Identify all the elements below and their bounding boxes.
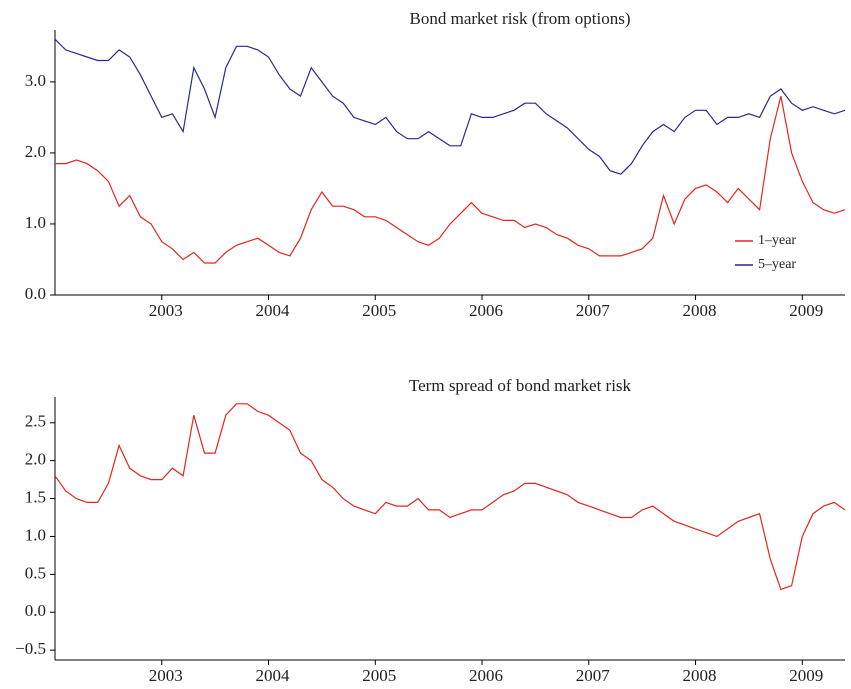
x-tick-label: 2009 xyxy=(789,301,823,320)
x-tick-label: 2003 xyxy=(149,666,183,685)
x-tick-label: 2008 xyxy=(683,666,717,685)
x-tick-label: 2008 xyxy=(683,301,717,320)
legend-label: 1–year xyxy=(758,233,796,248)
x-tick-label: 2004 xyxy=(256,666,291,685)
x-tick-label: 2006 xyxy=(469,666,503,685)
data-line xyxy=(54,403,846,591)
y-tick-label: −0.5 xyxy=(15,639,46,658)
x-tick-label: 2007 xyxy=(576,301,611,320)
x-tick-label: 2005 xyxy=(362,666,396,685)
x-tick-label: 2009 xyxy=(789,666,823,685)
y-tick-label: 1.5 xyxy=(25,487,46,506)
chart-title: Term spread of bond market risk xyxy=(409,376,632,395)
y-tick-label: 1.0 xyxy=(25,213,46,232)
y-tick-label: 2.0 xyxy=(25,450,46,469)
x-tick-label: 2007 xyxy=(576,666,611,685)
x-tick-label: 2003 xyxy=(149,301,183,320)
y-tick-label: 2.5 xyxy=(25,412,46,431)
y-tick-label: 2.0 xyxy=(25,142,46,161)
data-line xyxy=(55,95,846,264)
x-tick-label: 2004 xyxy=(256,301,291,320)
data-line xyxy=(54,38,846,175)
y-tick-label: 3.0 xyxy=(25,71,46,90)
y-tick-label: 0.0 xyxy=(25,601,46,620)
legend-label: 5–year xyxy=(758,257,796,272)
x-tick-label: 2005 xyxy=(362,301,396,320)
y-tick-label: 0.5 xyxy=(25,563,46,582)
y-tick-label: 0.0 xyxy=(25,284,46,303)
chart-title: Bond market risk (from options) xyxy=(410,9,631,28)
x-tick-label: 2006 xyxy=(469,301,503,320)
y-tick-label: 1.0 xyxy=(25,525,46,544)
